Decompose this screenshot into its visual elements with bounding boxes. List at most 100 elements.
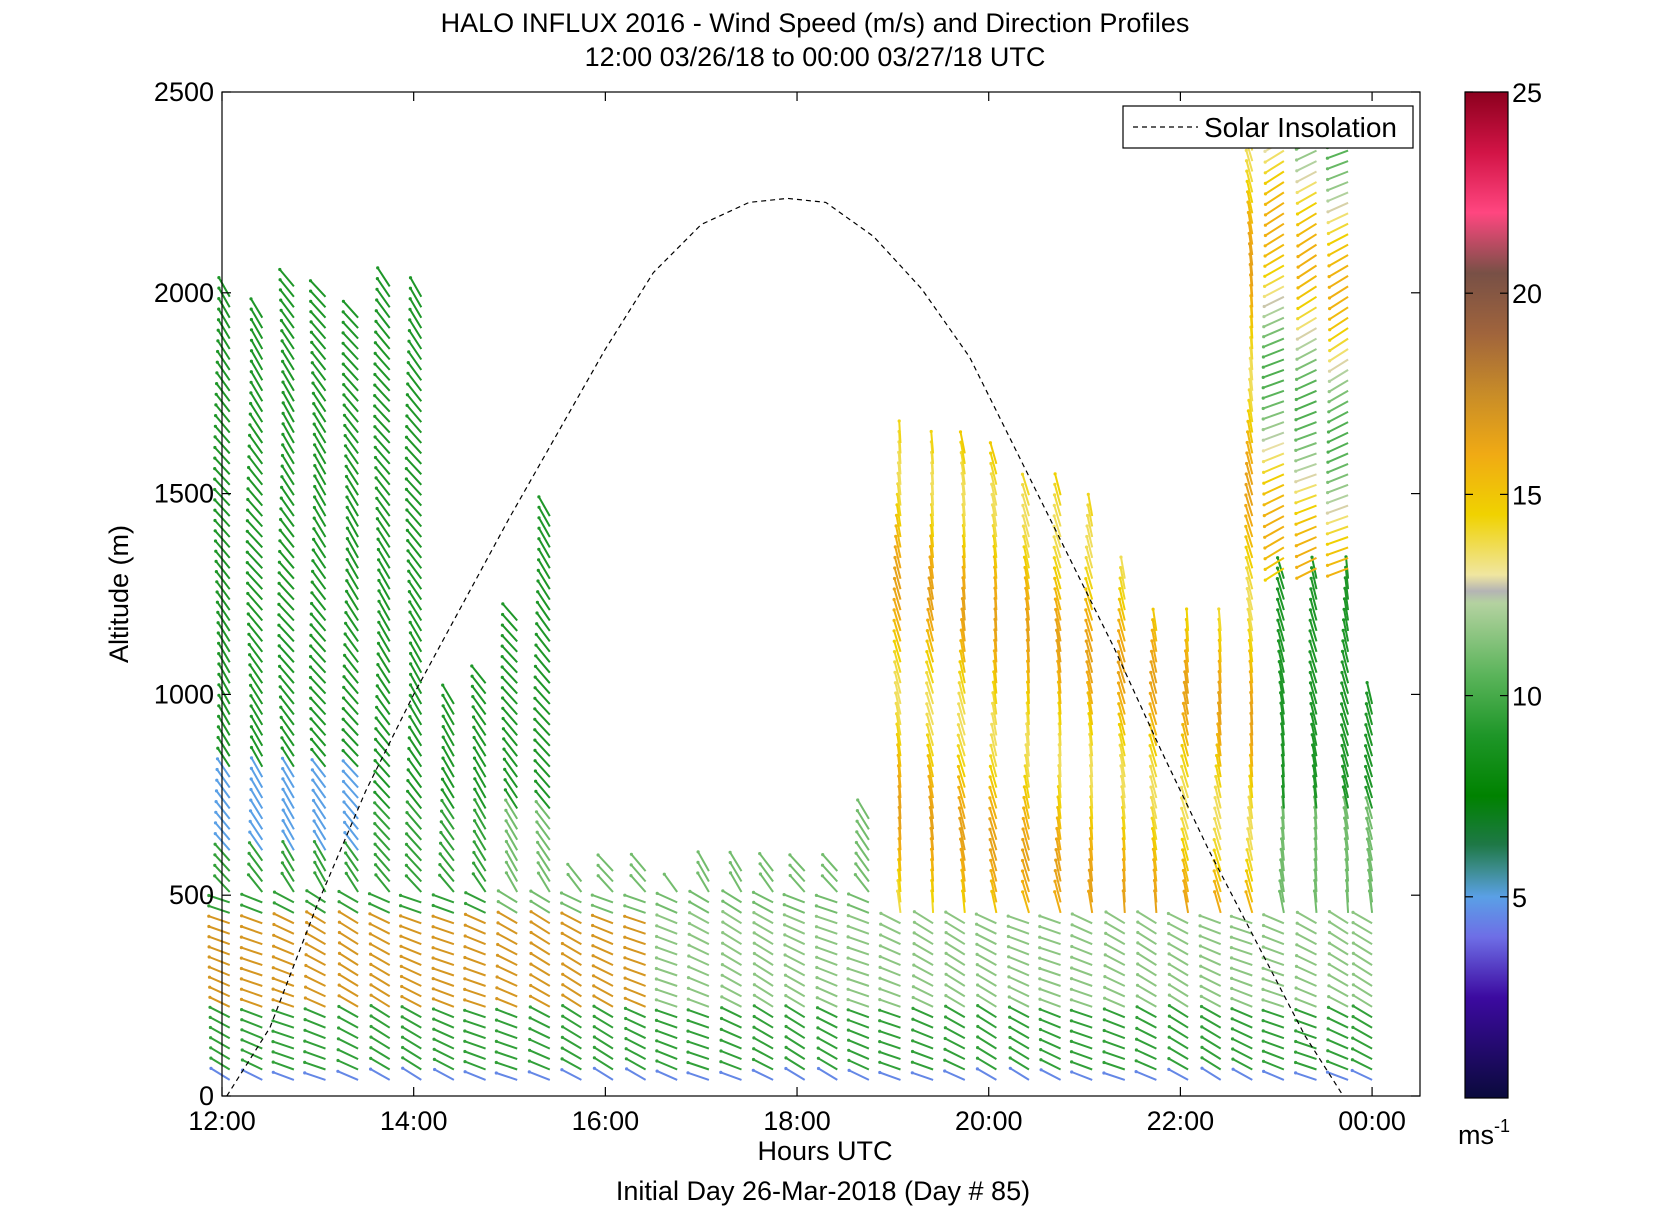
wind-barb-head [217,307,221,311]
wind-barb-head [408,318,412,322]
wind-barb [1040,1068,1062,1081]
wind-barb-head [1262,304,1266,309]
wind-barb [1311,744,1318,767]
wind-barb [784,933,806,946]
wind-barb-head [309,330,313,334]
wind-barb [281,371,295,392]
wind-barb [847,998,870,1008]
wind-barb [406,383,423,402]
wind-barb-head [369,962,373,967]
wind-barb-head [1213,785,1217,789]
wind-barb-head [494,1050,498,1054]
wind-barb [925,672,935,694]
wind-barb-head [249,317,253,322]
wind-barb [879,1009,901,1019]
wind-barb-head [1328,349,1332,353]
wind-barb [847,957,870,967]
wind-barb-head [373,811,377,815]
wind-barb-head [624,1057,629,1061]
wind-barb [272,1040,295,1050]
wind-barb-head [535,611,539,615]
wind-barb-head [495,997,499,1001]
wind-barb [1245,150,1254,172]
wind-barb [248,863,264,883]
wind-barb [473,778,487,799]
wind-barb [311,362,327,381]
wind-barb [656,935,678,946]
wind-barb-head [1136,920,1140,924]
wind-barb [377,559,391,580]
wind-barb [1343,588,1350,611]
wind-barb-head [782,903,786,907]
wind-barb-head [892,608,896,612]
wind-barb-head [1104,931,1108,936]
wind-barb-head [943,1026,948,1030]
wind-barb-head [303,1071,307,1075]
wind-barb [1327,1060,1349,1071]
wind-barb [1086,661,1094,684]
wind-barb-head [369,1056,373,1060]
wind-barb-head [596,863,600,868]
wind-barb [375,487,391,507]
wind-barb [1213,807,1222,830]
wind-barb [630,853,647,872]
wind-barb-head [1054,848,1058,852]
wind-barb-head [404,467,408,471]
wind-barb-head [878,1040,882,1044]
wind-barb [442,715,455,736]
wind-barb-head [1180,827,1184,831]
wind-barb [433,997,455,1008]
wind-barb-head [1008,1015,1012,1019]
wind-barb-head [1328,328,1332,332]
wind-barb [896,504,902,527]
wind-barb [656,924,678,935]
wind-barb-head [1342,607,1346,611]
wind-barb [1021,849,1030,872]
wind-barb-head [407,339,411,343]
wind-barb-head [1295,212,1300,216]
wind-barb [282,830,295,851]
wind-barb-head [1085,513,1090,518]
wind-barb [879,1040,901,1050]
wind-barb-head [1261,428,1265,432]
wind-barb-head [784,1045,788,1049]
wind-barb [1152,859,1158,882]
wind-barb-head [470,684,474,689]
wind-barb-head [404,456,408,460]
wind-barb [1327,504,1349,515]
wind-barb [1262,358,1285,369]
wind-barb [529,1049,551,1061]
wind-barb [279,675,295,695]
wind-barb-head [337,1026,341,1030]
wind-barb-head [208,1005,212,1009]
wind-barb [345,590,359,611]
wind-barb [1182,703,1190,726]
wind-barb [344,842,359,862]
wind-barb-head [1021,827,1025,831]
wind-barb-head [441,767,445,771]
wind-barb-head [1263,213,1268,217]
wind-barb [1056,807,1062,830]
wind-barb-head [854,851,858,855]
wind-barb-head [404,477,408,481]
wind-barb-head [560,931,564,936]
wind-barb [1344,838,1350,861]
wind-barb-head [1261,449,1265,453]
wind-barb [529,1060,551,1071]
wind-barb [442,736,455,757]
wind-barb-head [337,962,341,966]
wind-barb-head [1341,628,1345,633]
wind-barb [1184,650,1190,673]
wind-barb [1214,776,1222,799]
wind-barb [929,807,935,830]
wind-barb-head [501,716,505,721]
wind-barb [473,830,487,851]
wind-barb [1088,723,1094,746]
wind-barb-head [529,951,533,956]
wind-barb-head [407,736,411,740]
wind-barb [721,996,742,1008]
wind-barb [1135,1049,1157,1061]
wind-barb-head [277,613,281,617]
wind-barb-head [312,840,317,844]
wind-barb [992,692,998,715]
